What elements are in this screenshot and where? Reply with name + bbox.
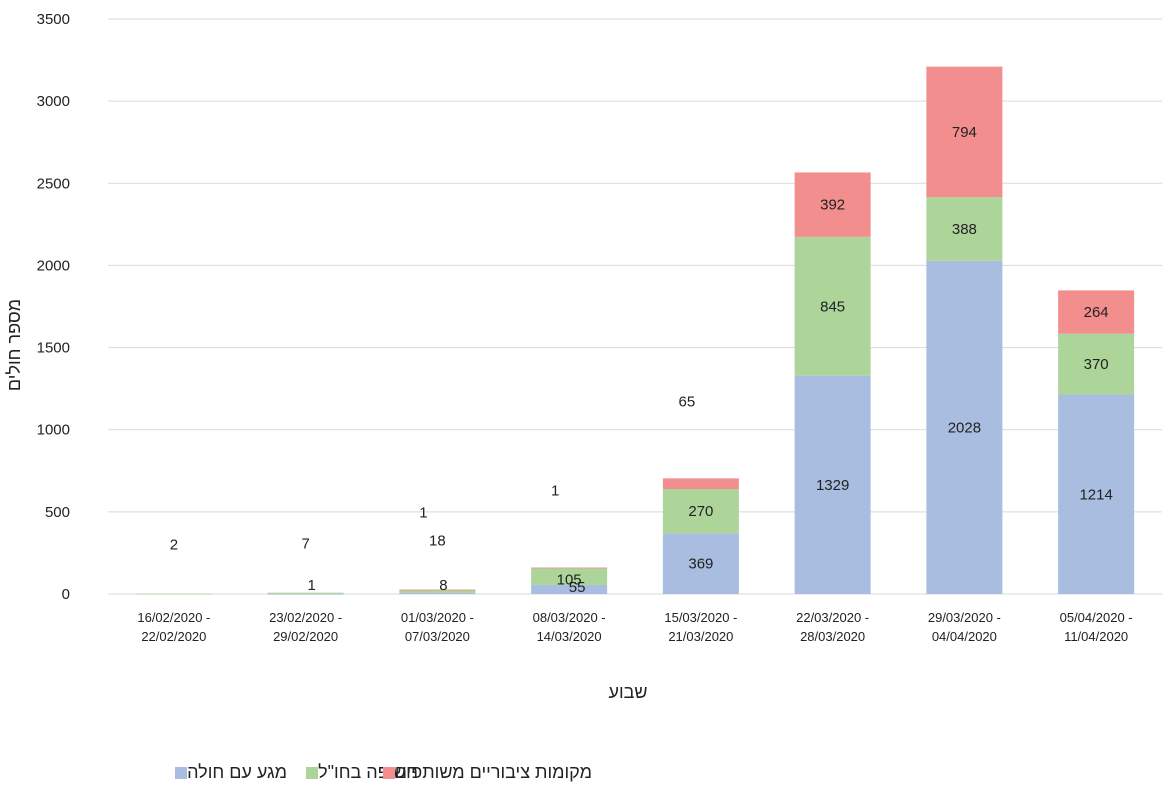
y-tick-label: 2000	[37, 257, 70, 274]
bar-segment-1-6	[794, 375, 871, 594]
bar-segment-1-4	[531, 584, 608, 594]
x-tick-label: 22/03/2020 -	[796, 610, 869, 625]
y-tick-label: 1000	[37, 422, 70, 439]
bar-segment-3-6	[794, 172, 871, 237]
x-tick-label: 29/03/2020 -	[928, 610, 1001, 625]
data-label-3-6: 392	[820, 197, 845, 214]
x-tick-label: 04/04/2020	[932, 629, 997, 644]
legend-item-1: מגע עם חולה	[169, 762, 287, 783]
x-tick-label: 15/03/2020 -	[664, 610, 737, 625]
legend: מגע עם חולה חשיפה בחו"ל מקומות ציבוריים מש…	[0, 762, 1170, 792]
data-label-3-7: 794	[952, 124, 977, 141]
data-label-3-8: 264	[1084, 304, 1109, 321]
data-label-1-5: 369	[688, 556, 713, 573]
bar-segment-2-3	[399, 589, 476, 593]
bar-segment-1-8	[1058, 394, 1135, 594]
bar-segment-3-3	[399, 589, 476, 591]
data-label-3-5: 65	[679, 393, 696, 410]
data-label-1-2: 1	[307, 577, 315, 594]
data-label-2-7: 388	[952, 221, 977, 238]
data-label-1-3: 8	[439, 577, 447, 594]
x-tick-label: 22/02/2020	[141, 629, 206, 644]
data-label-1-6: 1329	[816, 477, 849, 494]
legend-swatch	[382, 766, 395, 779]
bar-segment-1-5	[662, 533, 739, 594]
bar-segment-2-7	[926, 197, 1003, 261]
bar-segment-2-6	[794, 236, 871, 376]
data-label-2-2: 7	[301, 536, 309, 553]
bar-segment-3-7	[926, 66, 1003, 198]
bar-segment-3-8	[1058, 290, 1135, 334]
bar-segment-1-2	[267, 593, 344, 595]
data-label-2-6: 845	[820, 298, 845, 315]
x-tick-label: 08/03/2020 -	[533, 610, 606, 625]
bar-segment-2-4	[531, 567, 608, 585]
legend-label: מגע עם חולה	[187, 762, 287, 782]
y-tick-label: 3500	[37, 11, 70, 28]
y-axis-ticks: 0 500 1000 1500 2000 2500 3000 3500	[37, 11, 70, 603]
y-tick-label: 2500	[37, 175, 70, 192]
bar-segment-3-5	[662, 478, 739, 490]
x-tick-label: 11/04/2020	[1064, 629, 1128, 644]
data-label-2-3: 18	[429, 533, 446, 550]
data-label-3-4: 1	[551, 483, 559, 500]
bar-segment-3-4	[531, 567, 608, 569]
x-tick-label: 23/02/2020 -	[269, 610, 342, 625]
x-tick-label: 07/03/2020	[405, 629, 470, 644]
data-label-2-1: 2	[170, 537, 178, 554]
data-label-2-5: 270	[688, 503, 713, 520]
bar-segment-2-5	[662, 489, 739, 534]
data-label-3-3: 1	[419, 505, 427, 522]
data-label-1-7: 2028	[948, 419, 981, 436]
data-label-1-8: 1214	[1079, 486, 1112, 503]
y-tick-label: 3000	[37, 93, 70, 110]
data-label-2-8: 370	[1084, 356, 1109, 373]
x-tick-label: 28/03/2020	[800, 629, 865, 644]
legend-swatch	[306, 766, 319, 779]
bar-segment-1-3	[399, 592, 476, 594]
legend-swatch	[175, 766, 188, 779]
y-tick-label: 1500	[37, 340, 70, 357]
x-tick-label: 14/03/2020	[537, 629, 602, 644]
bar-segment-1-7	[926, 260, 1003, 594]
bar-segment-2-2	[267, 592, 344, 594]
y-axis-title: מספר חולים	[4, 299, 24, 391]
x-tick-label: 29/02/2020	[273, 629, 338, 644]
x-axis-ticks: 16/02/2020 - 22/02/2020 23/02/2020 - 29/02/…	[137, 610, 1132, 644]
legend-item-3: מקומות ציבוריים משותפים	[377, 762, 592, 783]
x-tick-label: 16/02/2020 -	[137, 610, 210, 625]
bar-segment-2-8	[1058, 333, 1135, 395]
legend-label: מקומות ציבוריים משותפים	[394, 762, 592, 782]
y-tick-label: 0	[62, 586, 70, 603]
bar-segment-2-1	[135, 593, 212, 595]
x-tick-label: 21/03/2020	[668, 629, 733, 644]
bars	[135, 66, 1135, 595]
x-axis-title: שבוע	[608, 682, 647, 702]
gridlines	[108, 18, 1162, 595]
y-tick-label: 500	[45, 504, 70, 521]
data-label-1-4: 55	[569, 579, 586, 596]
x-tick-label: 05/04/2020 -	[1060, 610, 1133, 625]
x-tick-label: 01/03/2020 -	[401, 610, 474, 625]
data-label-2-4: 105	[557, 571, 582, 588]
